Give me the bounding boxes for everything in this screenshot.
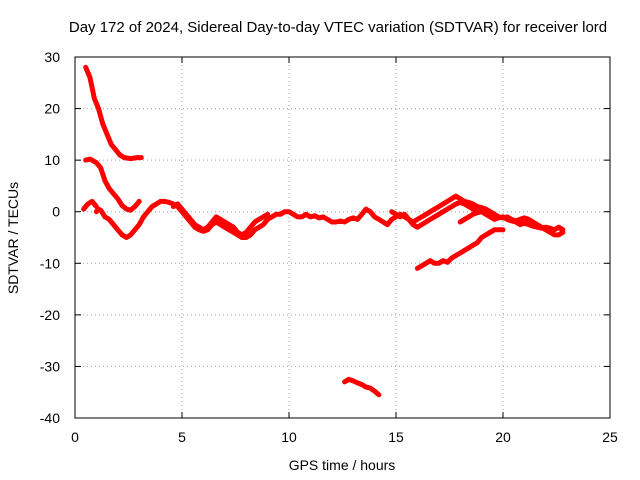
series-track-7	[389, 199, 480, 230]
series-track-2	[83, 156, 142, 213]
series-track-9	[457, 209, 566, 233]
chart-title: Day 172 of 2024, Sidereal Day-to-day VTE…	[69, 19, 607, 36]
y-axis-label: SDTVAR / TECUs	[5, 182, 21, 294]
x-tick-label: 10	[281, 429, 297, 445]
plot-frame	[74, 56, 611, 419]
y-tick-label: 30	[44, 49, 60, 65]
series-track-5	[170, 201, 271, 238]
x-tick-label: 0	[71, 429, 79, 445]
series-track-6	[384, 193, 566, 238]
series-track-1	[83, 64, 144, 162]
series-track-3	[81, 198, 99, 212]
ticks: 0 5 10 15 20 25 -40 -30 -20 -10 0 10 20 30	[40, 49, 618, 445]
y-tick-label: 10	[44, 152, 60, 168]
y-tick-label: -10	[40, 255, 60, 271]
x-tick-label: 5	[178, 429, 186, 445]
y-tick-label: 0	[52, 204, 60, 220]
y-tick-label: 20	[44, 101, 60, 117]
x-tick-label: 20	[495, 429, 511, 445]
grid	[75, 57, 610, 418]
y-tick-label: -20	[40, 307, 60, 323]
x-tick-label: 25	[602, 429, 618, 445]
x-axis-label: GPS time / hours	[289, 457, 396, 473]
x-tick-label: 15	[388, 429, 404, 445]
y-tick-label: -30	[40, 358, 60, 374]
series-track-10	[342, 376, 382, 398]
series-layer	[81, 64, 566, 398]
y-tick-label: -40	[40, 410, 60, 426]
series-track-8	[414, 227, 506, 271]
